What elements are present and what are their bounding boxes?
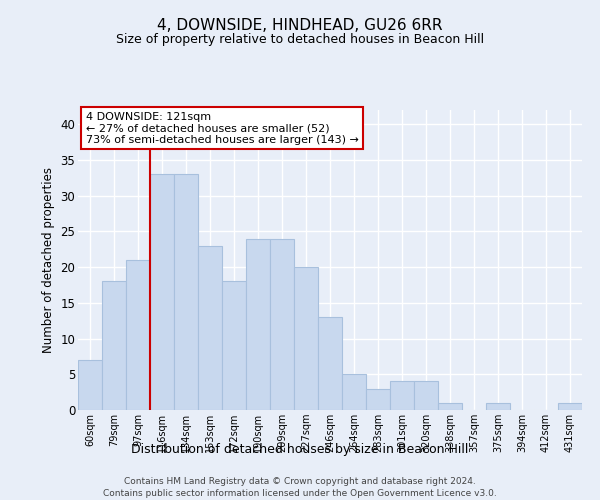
Text: Contains HM Land Registry data © Crown copyright and database right 2024.: Contains HM Land Registry data © Crown c… — [124, 478, 476, 486]
Text: Distribution of detached houses by size in Beacon Hill: Distribution of detached houses by size … — [131, 442, 469, 456]
Bar — [270, 238, 294, 410]
Y-axis label: Number of detached properties: Number of detached properties — [42, 167, 55, 353]
Bar — [174, 174, 198, 410]
Bar — [78, 360, 102, 410]
Bar — [150, 174, 174, 410]
Bar — [342, 374, 366, 410]
Text: 4, DOWNSIDE, HINDHEAD, GU26 6RR: 4, DOWNSIDE, HINDHEAD, GU26 6RR — [157, 18, 443, 32]
Bar — [222, 282, 246, 410]
Bar — [414, 382, 438, 410]
Bar — [102, 282, 126, 410]
Bar — [294, 267, 318, 410]
Bar — [198, 246, 222, 410]
Bar — [246, 238, 270, 410]
Bar — [318, 317, 342, 410]
Bar — [438, 403, 462, 410]
Text: Contains public sector information licensed under the Open Government Licence v3: Contains public sector information licen… — [103, 489, 497, 498]
Bar — [366, 388, 390, 410]
Text: Size of property relative to detached houses in Beacon Hill: Size of property relative to detached ho… — [116, 32, 484, 46]
Bar — [126, 260, 150, 410]
Bar — [558, 403, 582, 410]
Text: 4 DOWNSIDE: 121sqm
← 27% of detached houses are smaller (52)
73% of semi-detache: 4 DOWNSIDE: 121sqm ← 27% of detached hou… — [86, 112, 358, 144]
Bar — [390, 382, 414, 410]
Bar — [486, 403, 510, 410]
